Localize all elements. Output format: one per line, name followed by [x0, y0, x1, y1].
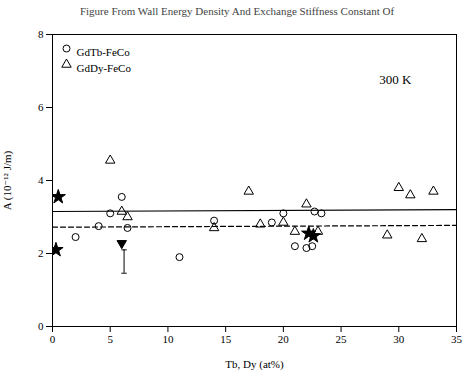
svg-text:GdTb-FeCo: GdTb-FeCo: [77, 46, 131, 58]
svg-text:2: 2: [38, 247, 44, 259]
svg-text:6: 6: [38, 101, 44, 113]
svg-text:8: 8: [38, 28, 44, 40]
svg-text:A (10⁻¹² J/m): A (10⁻¹² J/m): [1, 150, 14, 210]
svg-text:15: 15: [220, 333, 232, 345]
svg-text:4: 4: [38, 174, 44, 186]
svg-text:10: 10: [162, 333, 174, 345]
svg-text:25: 25: [336, 333, 348, 345]
svg-text:0: 0: [38, 320, 44, 332]
html-text:Figure From Wall Energy Densit: Figure From Wall Energy Density And Exch…: [79, 5, 395, 17]
svg-text:30: 30: [393, 333, 405, 345]
svg-text:5: 5: [107, 333, 113, 345]
svg-text:0: 0: [50, 333, 56, 345]
svg-text:Tb, Dy (at%): Tb, Dy (at%): [225, 358, 284, 371]
svg-text:300 K: 300 K: [379, 72, 412, 87]
svg-text:GdDy-FeCo: GdDy-FeCo: [77, 62, 132, 74]
svg-text:20: 20: [278, 333, 290, 345]
svg-text:35: 35: [451, 333, 463, 345]
